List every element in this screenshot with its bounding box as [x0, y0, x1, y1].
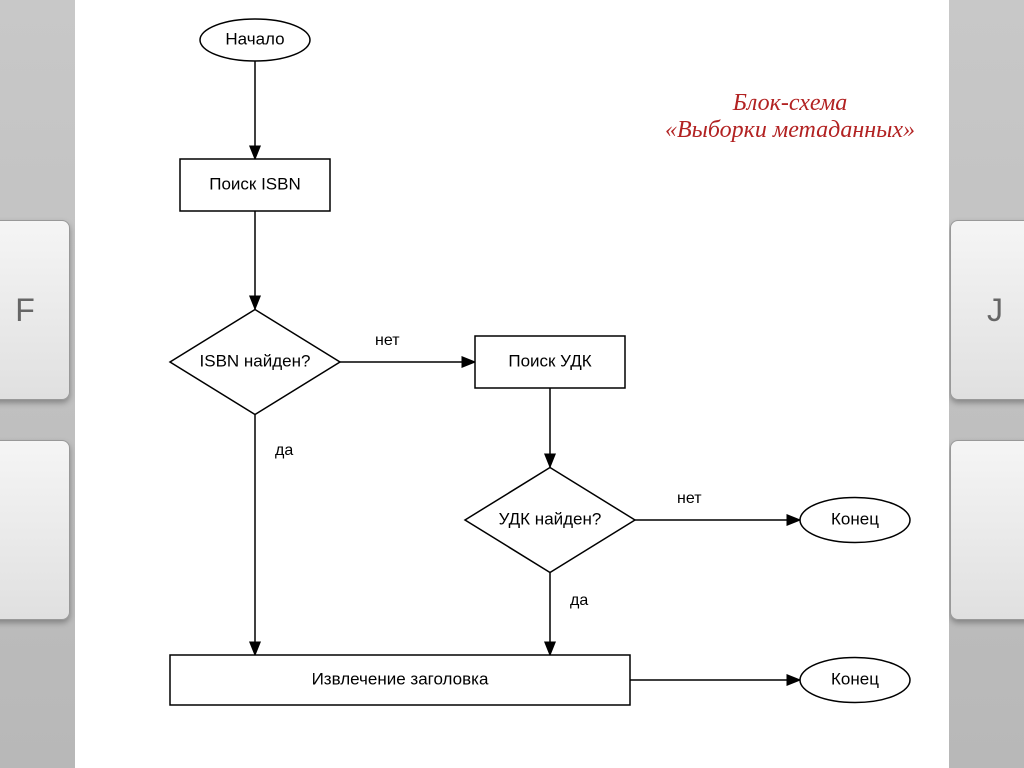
node-label-start: Начало	[225, 29, 284, 48]
keyboard-key: F	[0, 220, 70, 400]
diagram-canvas: Блок-схема «Выборки метаданных» нетданет…	[75, 0, 949, 768]
edge-label: да	[275, 442, 293, 459]
node-label-end2: Конец	[831, 669, 879, 688]
keyboard-key: J	[950, 220, 1024, 400]
keyboard-key	[0, 440, 70, 620]
keyboard-key	[950, 440, 1024, 620]
flowchart-svg: нет да нет да Начало Поиск ISBN ISBN найден? П…	[75, 0, 949, 768]
edge-label: да	[570, 592, 588, 609]
node-label-search_udk: Поиск УДК	[508, 351, 591, 370]
node-label-search_isbn: Поиск ISBN	[209, 174, 301, 193]
edge-label: нет	[375, 332, 400, 349]
edge-label: нет	[677, 490, 702, 507]
node-label-isbn_found: ISBN найден?	[200, 351, 311, 370]
node-label-end1: Конец	[831, 509, 879, 528]
node-label-extract: Извлечение заголовка	[312, 669, 489, 688]
node-label-udk_found: УДК найден?	[499, 509, 602, 528]
